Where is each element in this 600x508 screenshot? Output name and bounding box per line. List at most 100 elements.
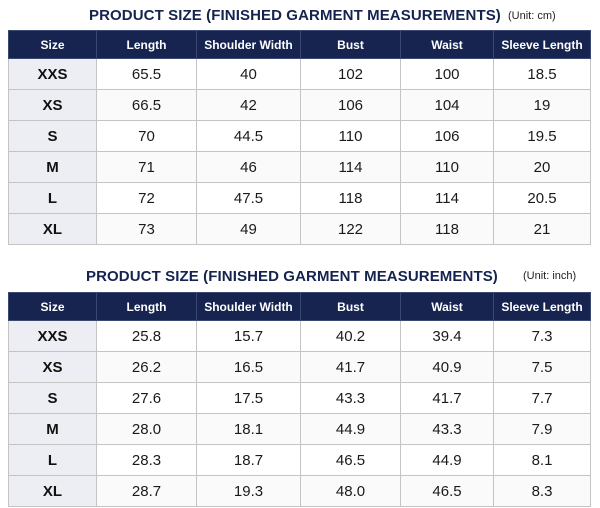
column-header-length: Length (96, 292, 197, 321)
cell-length: 66.5 (96, 89, 197, 121)
size-table-inch: Size Length Shoulder Width Bust Waist Sl… (8, 292, 591, 507)
table-row: L 28.3 18.7 46.5 44.9 8.1 (8, 444, 591, 476)
size-chart-inch: PRODUCT SIZE (FINISHED GARMENT MEASUREME… (0, 262, 600, 507)
cell-shoulder-width: 44.5 (196, 120, 301, 152)
cell-shoulder-width: 15.7 (196, 320, 301, 352)
cell-length: 27.6 (96, 382, 197, 414)
column-header-bust: Bust (300, 30, 401, 59)
table-row: L 72 47.5 118 114 20.5 (8, 182, 591, 214)
unit-label-inch: (Unit: inch) (523, 270, 577, 282)
cell-sleeve-length: 7.5 (493, 351, 591, 383)
column-header-shoulder-width: Shoulder Width (196, 30, 301, 59)
cell-shoulder-width: 42 (196, 89, 301, 121)
table-title-inch: PRODUCT SIZE (FINISHED GARMENT MEASUREME… (86, 268, 498, 285)
table-row: XXS 65.5 40 102 100 18.5 (8, 58, 591, 90)
cell-length: 71 (96, 151, 197, 183)
cell-shoulder-width: 47.5 (196, 182, 301, 214)
cell-bust: 48.0 (300, 475, 401, 507)
cell-shoulder-width: 18.7 (196, 444, 301, 476)
cell-bust: 43.3 (300, 382, 401, 414)
cell-sleeve-length: 21 (493, 213, 591, 245)
size-label-cell: M (8, 413, 97, 445)
table-row: M 28.0 18.1 44.9 43.3 7.9 (8, 413, 591, 445)
cell-length: 70 (96, 120, 197, 152)
unit-label-cm: (Unit: cm) (508, 10, 556, 22)
cell-waist: 104 (400, 89, 494, 121)
cell-bust: 44.9 (300, 413, 401, 445)
cell-shoulder-width: 17.5 (196, 382, 301, 414)
cell-length: 26.2 (96, 351, 197, 383)
cell-waist: 110 (400, 151, 494, 183)
cell-waist: 40.9 (400, 351, 494, 383)
cell-length: 25.8 (96, 320, 197, 352)
column-header-bust: Bust (300, 292, 401, 321)
cell-waist: 39.4 (400, 320, 494, 352)
cell-bust: 114 (300, 151, 401, 183)
size-label-cell: XL (8, 475, 97, 507)
table-row: S 70 44.5 110 106 19.5 (8, 120, 591, 152)
column-header-shoulder-width: Shoulder Width (196, 292, 301, 321)
header-row: Size Length Shoulder Width Bust Waist Sl… (8, 292, 591, 321)
size-label-cell: M (8, 151, 97, 183)
cell-waist: 43.3 (400, 413, 494, 445)
cell-sleeve-length: 8.1 (493, 444, 591, 476)
cell-waist: 46.5 (400, 475, 494, 507)
column-header-sleeve-length: Sleeve Length (493, 30, 591, 59)
column-header-waist: Waist (400, 30, 494, 59)
cell-shoulder-width: 46 (196, 151, 301, 183)
cell-sleeve-length: 8.3 (493, 475, 591, 507)
cell-waist: 114 (400, 182, 494, 214)
cell-bust: 122 (300, 213, 401, 245)
cell-waist: 106 (400, 120, 494, 152)
cell-sleeve-length: 7.3 (493, 320, 591, 352)
column-header-length: Length (96, 30, 197, 59)
table-body-cm: XXS 65.5 40 102 100 18.5 XS 66.5 42 106 104 19 S 70 44… (8, 58, 591, 245)
size-label-cell: XS (8, 351, 97, 383)
table-row: XXS 25.8 15.7 40.2 39.4 7.3 (8, 320, 591, 352)
table-body-inch: XXS 25.8 15.7 40.2 39.4 7.3 XS 26.2 16.5 41.7 40.9… (8, 320, 591, 507)
size-label-cell: XXS (8, 320, 97, 352)
column-header-size: Size (8, 30, 97, 59)
column-header-waist: Waist (400, 292, 494, 321)
cell-bust: 40.2 (300, 320, 401, 352)
cell-bust: 41.7 (300, 351, 401, 383)
cell-shoulder-width: 49 (196, 213, 301, 245)
cell-shoulder-width: 40 (196, 58, 301, 90)
cell-length: 28.3 (96, 444, 197, 476)
cell-waist: 100 (400, 58, 494, 90)
size-chart-cm: PRODUCT SIZE (FINISHED GARMENT MEASUREME… (0, 0, 600, 245)
cell-length: 65.5 (96, 58, 197, 90)
table-title-cm: PRODUCT SIZE (FINISHED GARMENT MEASUREME… (89, 7, 501, 24)
cell-length: 28.7 (96, 475, 197, 507)
cell-waist: 44.9 (400, 444, 494, 476)
size-label-cell: XXS (8, 58, 97, 90)
cell-length: 28.0 (96, 413, 197, 445)
cell-sleeve-length: 18.5 (493, 58, 591, 90)
cell-waist: 118 (400, 213, 494, 245)
cell-bust: 106 (300, 89, 401, 121)
column-header-sleeve-length: Sleeve Length (493, 292, 591, 321)
cell-sleeve-length: 20.5 (493, 182, 591, 214)
table-row: S 27.6 17.5 43.3 41.7 7.7 (8, 382, 591, 414)
table-row: M 71 46 114 110 20 (8, 151, 591, 183)
cell-sleeve-length: 19.5 (493, 120, 591, 152)
table-row: XS 26.2 16.5 41.7 40.9 7.5 (8, 351, 591, 383)
cell-sleeve-length: 7.7 (493, 382, 591, 414)
table-row: XL 28.7 19.3 48.0 46.5 8.3 (8, 475, 591, 507)
title-row-inch: PRODUCT SIZE (FINISHED GARMENT MEASUREME… (0, 262, 600, 292)
size-table-cm: Size Length Shoulder Width Bust Waist Sl… (8, 30, 591, 245)
header-row: Size Length Shoulder Width Bust Waist Sl… (8, 30, 591, 59)
cell-sleeve-length: 7.9 (493, 413, 591, 445)
cell-length: 72 (96, 182, 197, 214)
cell-shoulder-width: 19.3 (196, 475, 301, 507)
size-label-cell: L (8, 444, 97, 476)
size-label-cell: XL (8, 213, 97, 245)
title-row-cm: PRODUCT SIZE (FINISHED GARMENT MEASUREME… (0, 0, 600, 30)
size-label-cell: S (8, 382, 97, 414)
cell-shoulder-width: 18.1 (196, 413, 301, 445)
cell-bust: 102 (300, 58, 401, 90)
table-row: XS 66.5 42 106 104 19 (8, 89, 591, 121)
cell-length: 73 (96, 213, 197, 245)
cell-sleeve-length: 20 (493, 151, 591, 183)
cell-shoulder-width: 16.5 (196, 351, 301, 383)
